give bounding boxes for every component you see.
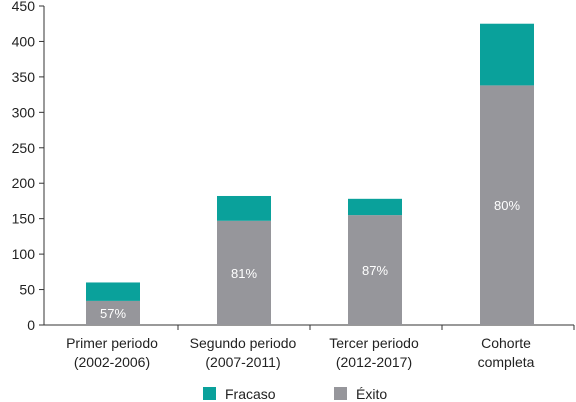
x-category-label: Segundo periodo (2007-2011) — [190, 335, 297, 370]
legend-label: Fracaso — [225, 386, 276, 402]
x-category-label: Cohorte completa — [478, 335, 535, 370]
legend-label: Éxito — [356, 386, 387, 402]
category-labels: Primer periodo (2002-2006) Segundo periodo… — [66, 335, 535, 370]
y-tick-label: 350 — [12, 69, 36, 85]
bars — [86, 23, 534, 325]
bar-data-label: 87% — [362, 263, 388, 278]
y-tick-label: 450 — [12, 0, 36, 14]
y-tick-label: 0 — [27, 317, 35, 333]
y-tick-label: 300 — [12, 104, 36, 120]
bar-data-label: 57% — [100, 306, 126, 321]
y-tick-label: 150 — [12, 211, 36, 227]
legend-swatch-fracaso — [203, 387, 216, 400]
bar-exito-1 — [86, 300, 140, 325]
y-tick-label: 400 — [12, 33, 36, 49]
y-axis: 0 50 100 150 200 250 300 350 400 450 — [12, 0, 45, 333]
bar-exito-3 — [348, 215, 402, 325]
bar-labels: 57% 81% 87% 80% — [100, 198, 520, 321]
bar-fracaso-2 — [217, 195, 271, 221]
legend-swatch-exito — [334, 387, 347, 400]
x-category-label: Primer periodo (2002-2006) — [66, 335, 158, 370]
bar-exito-4 — [480, 85, 534, 325]
bar-exito-2 — [217, 220, 271, 325]
bar-fracaso-1 — [86, 282, 140, 301]
x-category-label: Tercer periodo (2012-2017) — [329, 335, 419, 370]
bar-data-label: 80% — [494, 198, 520, 213]
y-tick-label: 100 — [12, 246, 36, 262]
bar-data-label: 81% — [231, 266, 257, 281]
x-axis — [44, 324, 575, 330]
bar-fracaso-3 — [348, 198, 402, 216]
y-tick-label: 50 — [19, 282, 35, 298]
y-tick-label: 200 — [12, 175, 36, 191]
legend: Fracaso Éxito — [203, 386, 387, 402]
bar-fracaso-4 — [480, 23, 534, 86]
y-tick-label: 250 — [12, 140, 36, 156]
